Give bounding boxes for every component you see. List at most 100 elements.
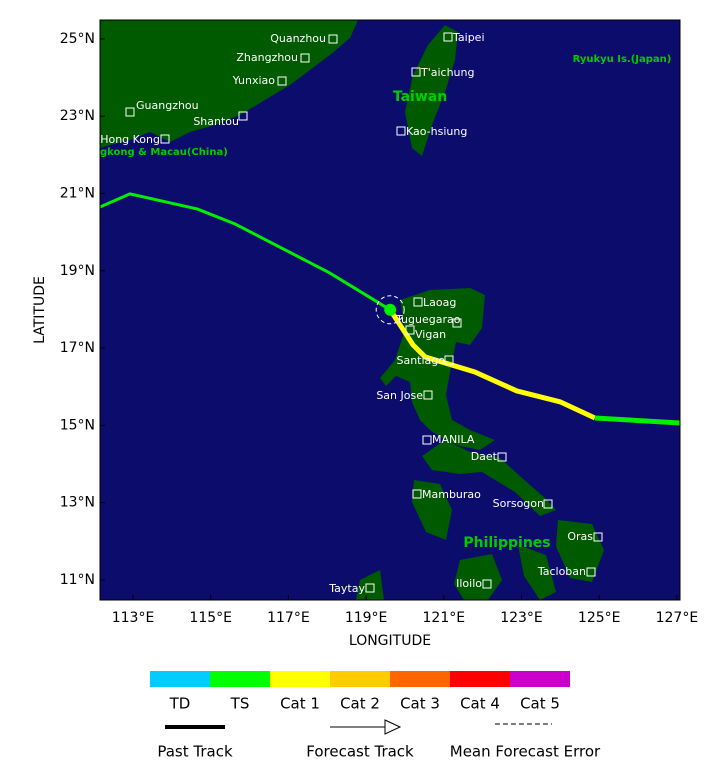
land-samar bbox=[556, 520, 604, 582]
land-bicol bbox=[422, 440, 556, 516]
legend-color bbox=[270, 671, 330, 687]
city-marker bbox=[412, 489, 422, 499]
land-mindoro bbox=[412, 480, 452, 540]
legend-label: Past Track bbox=[157, 743, 233, 761]
x-axis-label: LONGITUDE bbox=[349, 633, 431, 649]
legend-category: Cat 2 bbox=[340, 695, 380, 713]
region-label: Ryukyu Is.(Japan) bbox=[573, 54, 672, 65]
city-label: Taipei bbox=[452, 31, 485, 44]
x-tick-label: 113°E bbox=[112, 610, 155, 626]
city-marker bbox=[328, 34, 338, 44]
city-marker bbox=[413, 297, 423, 307]
legend-color bbox=[510, 671, 570, 687]
legend-category: Cat 1 bbox=[280, 695, 320, 713]
city-label: Shantou bbox=[193, 115, 239, 128]
y-tick-label: 19°N bbox=[60, 263, 95, 279]
x-tick-label: 123°E bbox=[500, 610, 543, 626]
region-label: Taiwan bbox=[393, 89, 447, 105]
city-marker bbox=[482, 579, 492, 589]
city-label: Kao-hsiung bbox=[406, 125, 467, 138]
region-label: gkong & Macau(China) bbox=[100, 147, 228, 158]
x-tick-label: 115°E bbox=[189, 610, 232, 626]
tracks bbox=[100, 192, 680, 426]
legend-category: Cat 3 bbox=[400, 695, 440, 713]
land-visayas bbox=[518, 545, 556, 600]
x-tick-label: 119°E bbox=[345, 610, 388, 626]
map-frame bbox=[99, 19, 681, 601]
city-label: Oras bbox=[567, 530, 593, 543]
y-tick-label: 17°N bbox=[60, 340, 95, 356]
city-label: Laoag bbox=[423, 296, 456, 309]
city-marker bbox=[300, 53, 310, 63]
legend-category: Cat 5 bbox=[520, 695, 560, 713]
city-marker bbox=[365, 583, 375, 593]
city-markers: Quanzhou Zhangzhou Yunxiao Guangzhou Sha… bbox=[100, 31, 603, 595]
region-label: Philippines bbox=[463, 535, 550, 551]
land-china bbox=[100, 20, 358, 148]
city-label: Sorsogon bbox=[493, 497, 544, 510]
y-tick-label: 21°N bbox=[60, 185, 95, 201]
y-tick-label: 15°N bbox=[60, 417, 95, 433]
forecast-arrowhead bbox=[384, 719, 402, 735]
city-label: Zhangzhou bbox=[236, 51, 298, 64]
city-marker bbox=[396, 126, 406, 136]
city-label: T'aichung bbox=[420, 66, 475, 79]
city-label: Quanzhou bbox=[270, 32, 326, 45]
x-tick-label: 117°E bbox=[267, 610, 310, 626]
legend-color bbox=[150, 671, 210, 687]
y-tick-label: 11°N bbox=[60, 572, 95, 588]
map-area: Quanzhou Zhangzhou Yunxiao Guangzhou Sha… bbox=[100, 20, 680, 600]
legend-category: TS bbox=[230, 695, 250, 713]
legend-label: Forecast Track bbox=[306, 743, 414, 761]
error-circle bbox=[375, 295, 405, 325]
y-tick-label: 25°N bbox=[60, 31, 95, 47]
city-marker bbox=[586, 567, 596, 577]
land-taiwan bbox=[405, 25, 458, 156]
city-label: Vigan bbox=[415, 328, 446, 341]
city-label: Yunxiao bbox=[232, 74, 276, 87]
city-marker bbox=[593, 532, 603, 542]
city-label: Iloilo bbox=[456, 577, 482, 590]
city-marker bbox=[411, 67, 421, 77]
city-label: Guangzhou bbox=[136, 99, 199, 112]
x-tick-label: 121°E bbox=[423, 610, 466, 626]
city-label: Santiago bbox=[396, 354, 445, 367]
city-label: Tacloban bbox=[537, 565, 586, 578]
legend-color bbox=[330, 671, 390, 687]
city-marker bbox=[422, 435, 432, 445]
legend-category: Cat 4 bbox=[460, 695, 500, 713]
city-marker bbox=[443, 32, 453, 42]
city-marker bbox=[497, 452, 507, 462]
city-label: Hong Kong bbox=[100, 133, 160, 146]
city-marker bbox=[452, 318, 462, 328]
track-segment bbox=[594, 415, 680, 426]
city-label: Mamburao bbox=[422, 488, 481, 501]
city-label: MANILA bbox=[432, 433, 475, 446]
x-tick-label: 127°E bbox=[656, 610, 699, 626]
city-marker bbox=[405, 325, 415, 335]
track-segment bbox=[100, 192, 391, 312]
legend-category: TD bbox=[169, 695, 191, 713]
legend-color bbox=[210, 671, 270, 687]
x-tick-label: 125°E bbox=[578, 610, 621, 626]
city-label: Daet bbox=[471, 450, 498, 463]
city-label: Taytay bbox=[328, 582, 365, 595]
city-marker bbox=[543, 499, 553, 509]
city-marker bbox=[423, 390, 433, 400]
legend-label: Mean Forecast Error bbox=[450, 743, 601, 761]
legend-color bbox=[390, 671, 450, 687]
y-tick-label: 23°N bbox=[60, 108, 95, 124]
land-palawan bbox=[356, 570, 384, 600]
y-tick-label: 13°N bbox=[60, 495, 95, 511]
city-marker bbox=[238, 111, 248, 121]
track-segment bbox=[388, 308, 596, 421]
city-marker bbox=[125, 107, 135, 117]
current-position bbox=[384, 303, 397, 316]
y-axis-label: LATITUDE bbox=[32, 276, 48, 344]
city-label: San Jose bbox=[376, 389, 423, 402]
city-marker bbox=[160, 134, 170, 144]
legend-color bbox=[450, 671, 510, 687]
land-luzon bbox=[380, 288, 495, 450]
